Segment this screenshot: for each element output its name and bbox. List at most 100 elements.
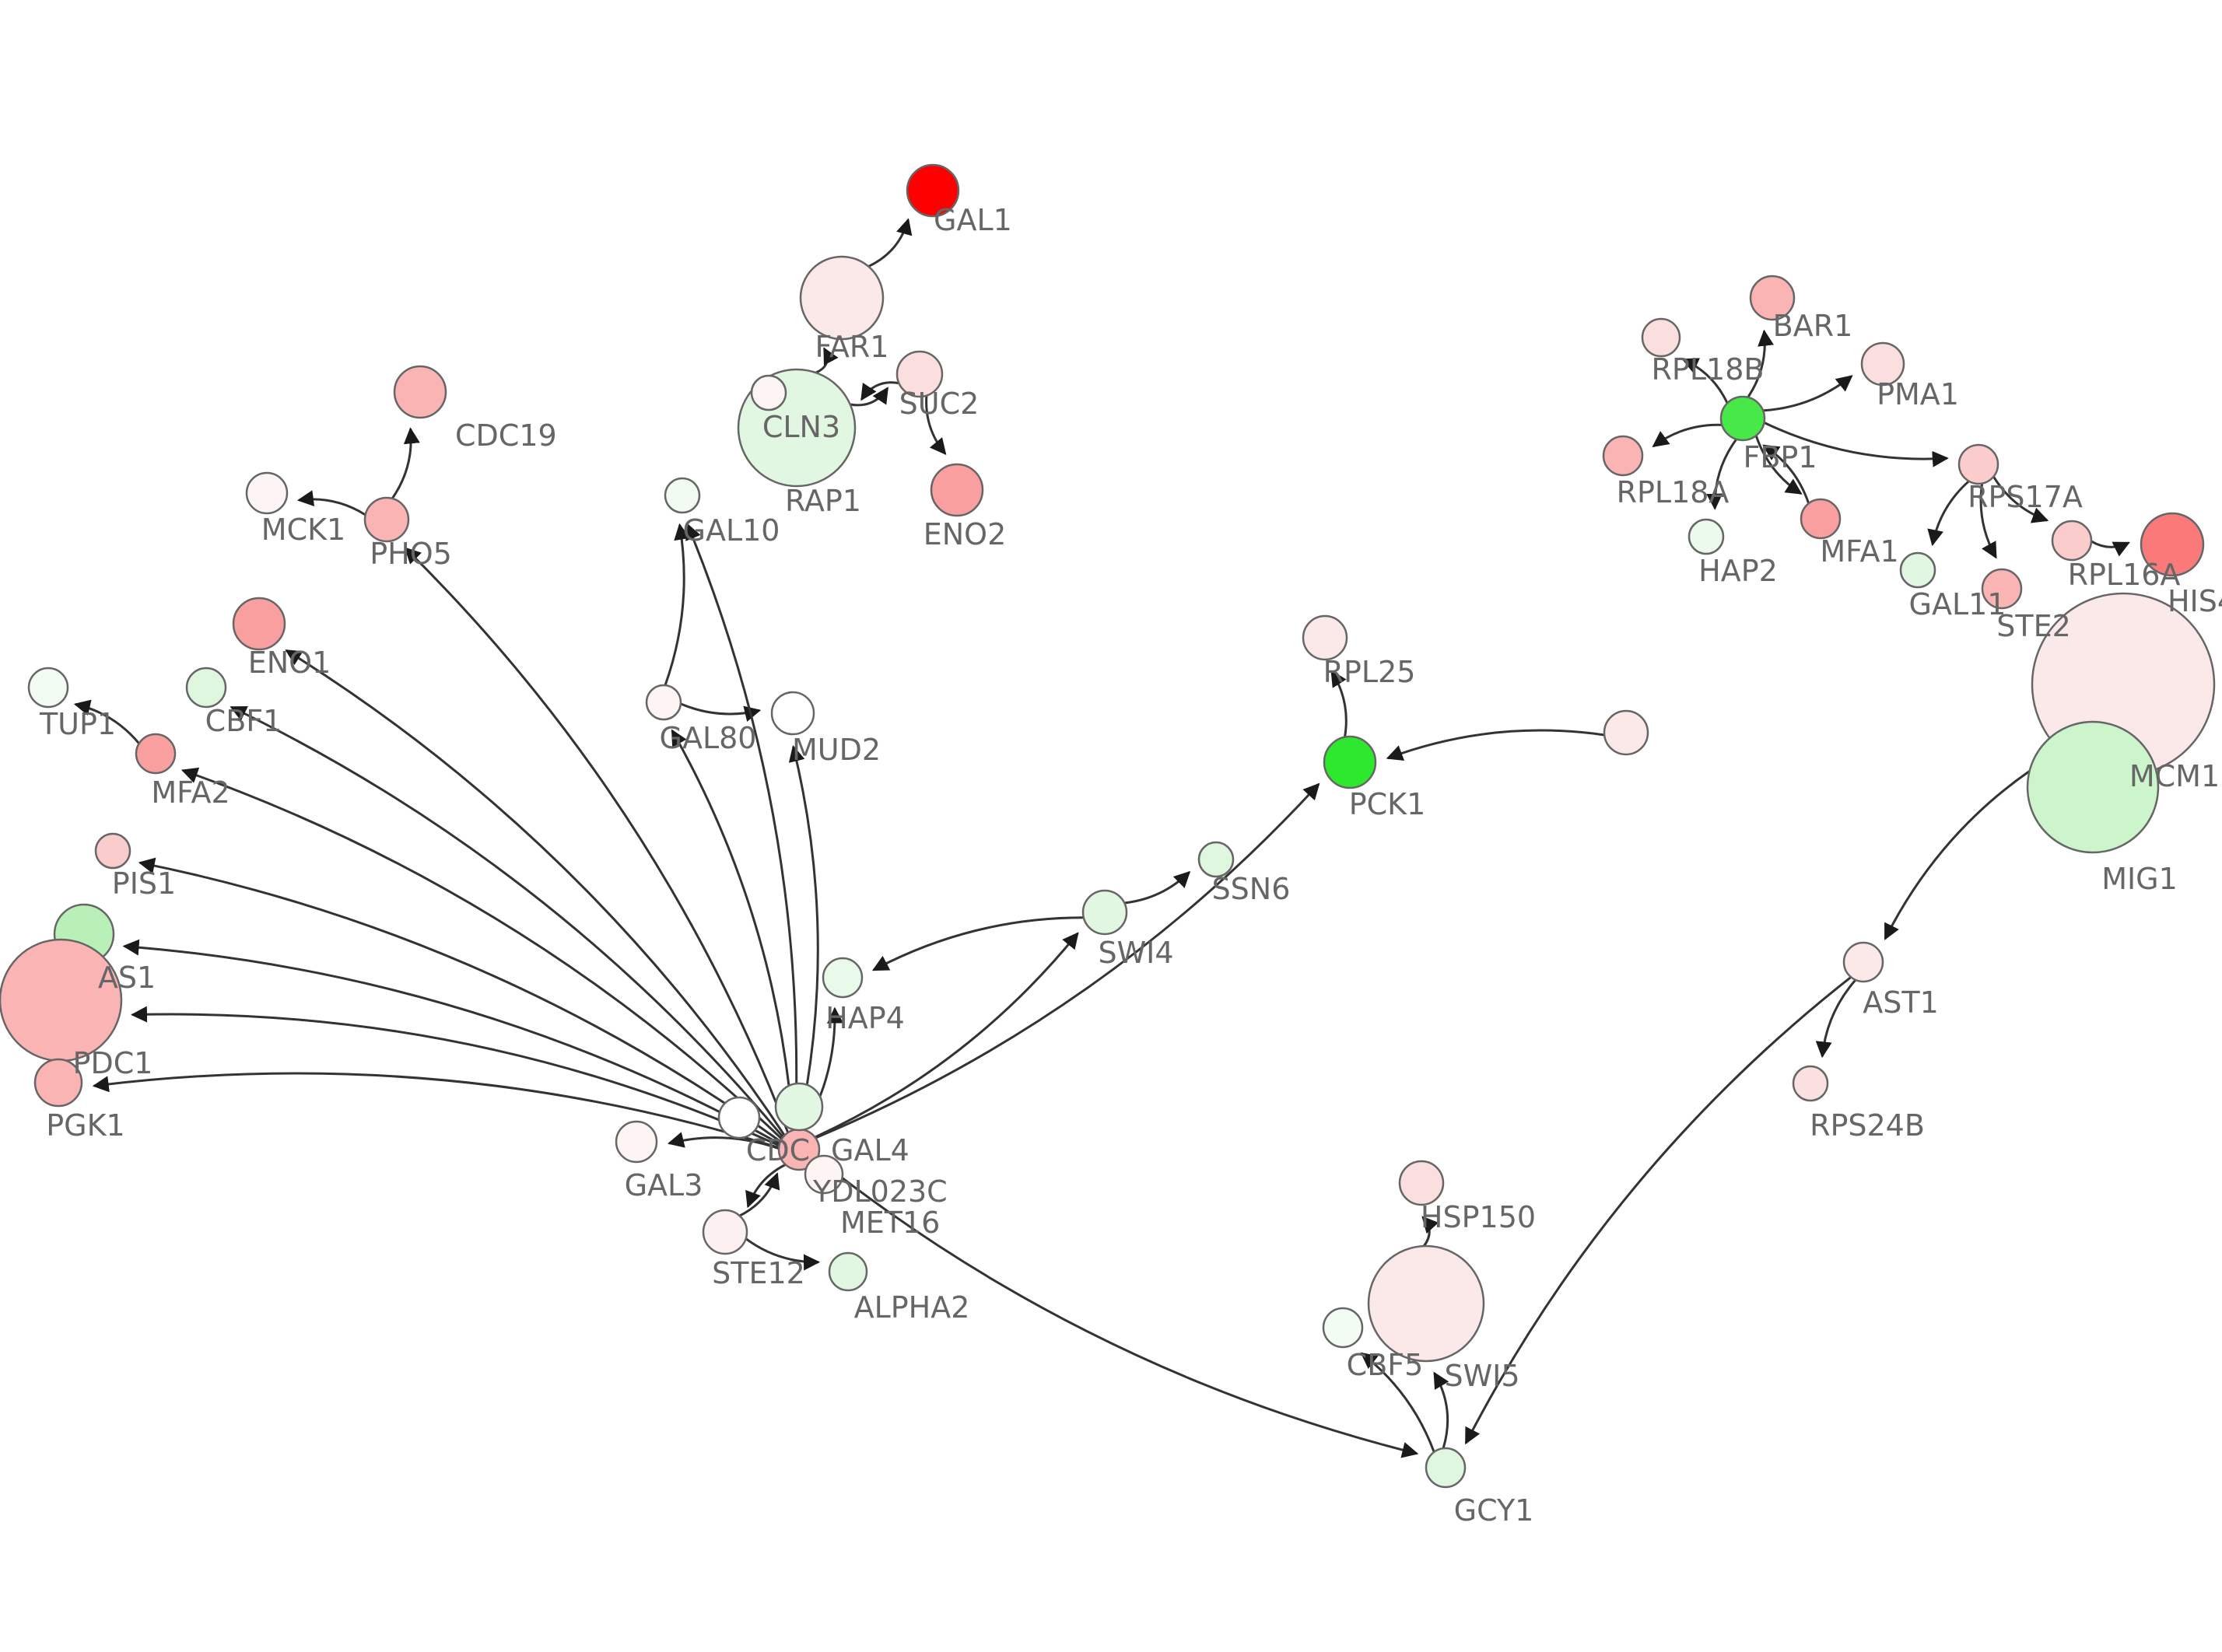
edge-mfa2-to-tup1[interactable] <box>73 699 140 744</box>
node-gal80[interactable] <box>645 684 682 721</box>
node-alpha2[interactable] <box>828 1251 868 1292</box>
node-cdc19[interactable] <box>393 365 447 419</box>
edge-gal4-to-pdc1[interactable] <box>131 1006 780 1147</box>
edge-suc2-to-eno2[interactable] <box>925 395 947 455</box>
node-hap4[interactable] <box>822 957 864 999</box>
edge-gal4-to-pho5[interactable] <box>404 547 790 1133</box>
node-label-cbf5: CBF5 <box>1347 1348 1424 1382</box>
node-gcy1[interactable] <box>1425 1447 1467 1489</box>
edge-pck1-to-rpl25[interactable] <box>1330 670 1348 737</box>
node-gal4_white[interactable] <box>717 1096 761 1139</box>
edge-ste12-to-alpha2[interactable] <box>745 1237 821 1271</box>
node-gal1[interactable] <box>906 163 960 218</box>
node-ssn6[interactable] <box>1197 841 1235 878</box>
node-rpl18b[interactable] <box>1641 317 1681 358</box>
edge-cln3-to-far1[interactable] <box>815 347 839 374</box>
node-fbp1[interactable] <box>1719 395 1766 442</box>
node-rpl25b[interactable] <box>1603 709 1649 756</box>
edge-rpl16a-to-his4[interactable] <box>2091 540 2130 557</box>
node-label-far1: FAR1 <box>815 330 889 364</box>
node-bar1[interactable] <box>1749 275 1796 321</box>
edge-gal4-to-as1[interactable] <box>122 939 780 1145</box>
edge-pho5-to-cdc19[interactable] <box>391 427 420 499</box>
node-hap2[interactable] <box>1688 518 1725 555</box>
edge-gal4-to-mfa2[interactable] <box>180 767 783 1140</box>
node-mud2[interactable] <box>770 691 815 736</box>
node-rpl18a[interactable] <box>1602 435 1644 477</box>
edge-rpl25b-to-pck1[interactable] <box>1386 729 1605 761</box>
edge-gal4-to-gal10[interactable] <box>685 523 798 1130</box>
node-cbf1[interactable] <box>185 667 227 709</box>
edge-rps17a-to-ste2[interactable] <box>1979 483 1997 559</box>
edge-gal4-to-ste12[interactable] <box>745 1164 787 1209</box>
node-label-as1: AS1 <box>98 961 156 995</box>
edge-suc2-to-cln3[interactable] <box>860 381 899 401</box>
node-cbf5[interactable] <box>1322 1307 1364 1349</box>
edge-gal4-to-pgk1[interactable] <box>92 1072 780 1150</box>
edge-swi5-to-hsp150[interactable] <box>1421 1216 1439 1247</box>
node-mig1[interactable] <box>2026 720 2160 854</box>
node-rps17a[interactable] <box>1957 443 1999 485</box>
node-hsp150[interactable] <box>1398 1160 1445 1206</box>
node-gal10[interactable] <box>664 477 701 514</box>
edge-pho5-to-mck1[interactable] <box>296 490 366 516</box>
edge-gal4-to-gal80[interactable] <box>671 729 794 1131</box>
edge-far1-to-gal1[interactable] <box>867 218 913 268</box>
node-label-swi4: SWI4 <box>1098 936 1173 970</box>
edge-rps17a-to-gal11[interactable] <box>1927 480 1970 547</box>
node-ast1[interactable] <box>1842 941 1884 983</box>
edge-swi4-to-ssn6[interactable] <box>1124 870 1191 905</box>
node-rpl25[interactable] <box>1302 614 1348 661</box>
edge-gal80-to-gal10[interactable] <box>664 523 690 686</box>
node-cln3_inner[interactable] <box>750 374 787 411</box>
edge-cln3-to-suc2[interactable] <box>850 387 889 407</box>
node-tup1[interactable] <box>27 667 69 709</box>
edge-mfa1-to-fbp1[interactable] <box>1762 444 1810 504</box>
node-suc2[interactable] <box>895 350 944 398</box>
edge-gal4-to-pck1[interactable] <box>815 782 1320 1139</box>
edge-fbp1-to-rps17a[interactable] <box>1763 421 1949 467</box>
edge-fbp1-to-pma1[interactable] <box>1763 375 1853 412</box>
edge-gal4-to-gcy1[interactable] <box>816 1157 1419 1458</box>
node-gal11[interactable] <box>1899 551 1936 589</box>
node-his4[interactable] <box>2140 512 2205 577</box>
edge-gcy1-to-cbf5[interactable] <box>1360 1352 1435 1453</box>
edge-ast1-to-gcy1[interactable] <box>1464 976 1852 1445</box>
edge-ast1-to-rps24b[interactable] <box>1815 978 1857 1059</box>
edge-swi4-to-hap4[interactable] <box>871 916 1084 971</box>
edge-gal4-to-eno1[interactable] <box>285 649 786 1136</box>
node-mfa2[interactable] <box>135 733 177 775</box>
node-pma1[interactable] <box>1860 341 1905 387</box>
node-eno2[interactable] <box>930 463 984 517</box>
edge-rps17a-to-rpl16a[interactable] <box>1992 476 2049 523</box>
node-swi4[interactable] <box>1081 889 1128 936</box>
edge-fbp1-to-rpl18a[interactable] <box>1652 423 1723 448</box>
node-gal3[interactable] <box>615 1120 658 1164</box>
edge-gal4-to-pis1[interactable] <box>138 857 782 1143</box>
node-far1[interactable] <box>799 255 885 341</box>
node-rps24b[interactable] <box>1792 1065 1829 1102</box>
edge-ste12-to-gal4[interactable] <box>739 1172 780 1217</box>
node-mck1[interactable] <box>245 471 289 515</box>
node-pck1[interactable] <box>1323 735 1377 789</box>
node-pho5[interactable] <box>363 496 410 543</box>
node-pis1[interactable] <box>94 832 131 870</box>
node-pgk1[interactable] <box>33 1058 83 1108</box>
edge-fbp1-to-rpl18b[interactable] <box>1681 358 1729 404</box>
node-rpl16a[interactable] <box>2051 520 2093 562</box>
edge-fbp1-to-bar1[interactable] <box>1747 329 1775 398</box>
edge-fbp1-to-hap2[interactable] <box>1706 438 1737 510</box>
node-eno1[interactable] <box>232 597 286 651</box>
edge-gal4-to-swi4[interactable] <box>814 932 1079 1139</box>
node-pdc1[interactable] <box>0 938 123 1062</box>
node-ste2[interactable] <box>1981 568 2023 610</box>
edge-gal4-to-mud2[interactable] <box>788 744 819 1130</box>
node-swi5[interactable] <box>1367 1244 1485 1363</box>
node-met16_node[interactable] <box>804 1154 844 1195</box>
node-hap4b[interactable] <box>774 1082 824 1132</box>
edge-gcy1-to-swi5[interactable] <box>1433 1371 1449 1449</box>
node-ste12[interactable] <box>702 1209 748 1255</box>
edge-fbp1-to-mfa1[interactable] <box>1754 435 1803 495</box>
edge-gal4-to-cbf1[interactable] <box>230 705 784 1138</box>
node-mfa1[interactable] <box>1800 498 1842 540</box>
